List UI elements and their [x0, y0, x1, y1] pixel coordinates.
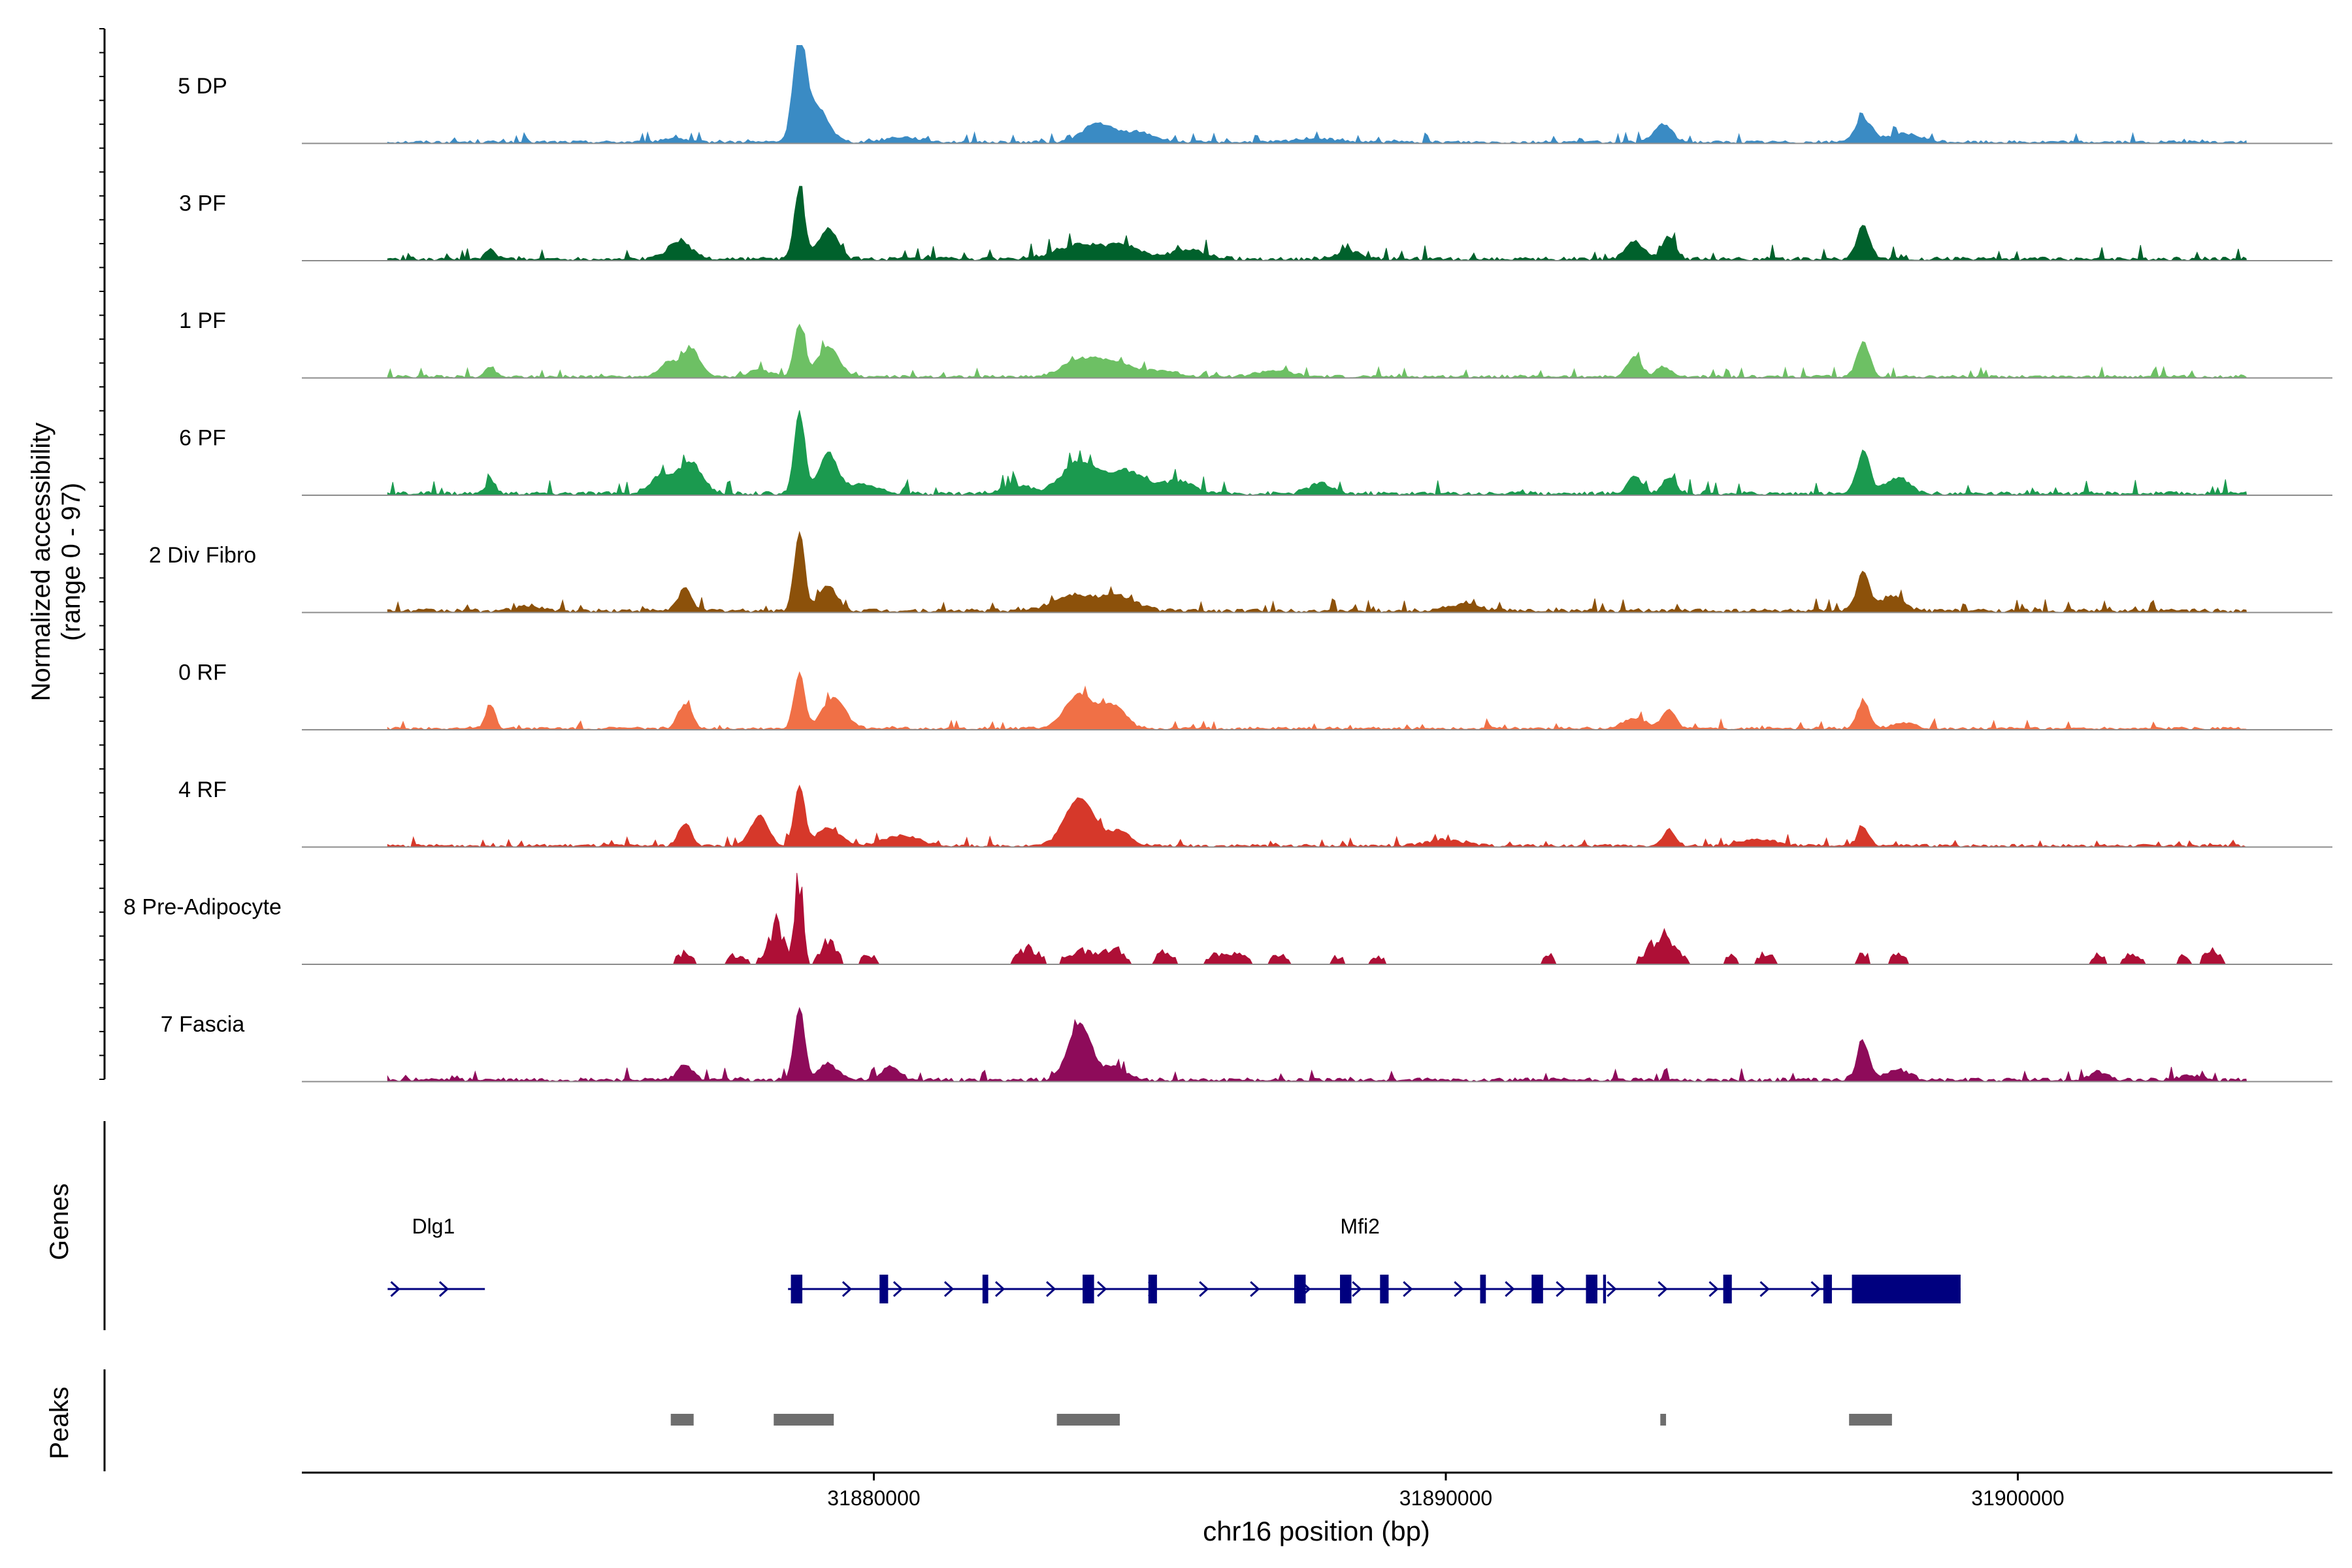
x-axis-label: chr16 position (bp): [1203, 1516, 1430, 1546]
strand-arrow: [1454, 1281, 1464, 1298]
track-label: 3 PF: [179, 191, 226, 216]
track-label: 6 PF: [179, 426, 226, 451]
exon: [1723, 1275, 1732, 1303]
strand-arrow: [1658, 1281, 1668, 1298]
peaks-panel-label: Peaks: [45, 1386, 74, 1459]
gene-mfi2: Mfi2: [788, 1215, 1961, 1303]
x-tick-label: 31880000: [827, 1486, 920, 1510]
track-label: 7 Fascia: [161, 1012, 245, 1037]
exon: [1083, 1275, 1094, 1303]
x-tick-label: 31900000: [1971, 1486, 2064, 1510]
gene-dlg1: Dlg1: [387, 1215, 485, 1298]
x-tick-label: 31890000: [1399, 1486, 1492, 1510]
peak-region: [1849, 1414, 1892, 1426]
track-6-pf: 6 PF: [179, 410, 2332, 496]
strand-arrow: [841, 1281, 853, 1298]
exon: [1586, 1275, 1597, 1303]
coverage-area: [387, 186, 2247, 262]
gene-label: Dlg1: [412, 1215, 455, 1238]
exon: [1294, 1275, 1306, 1303]
track-0-rf: 0 RF: [178, 661, 2332, 730]
strand-arrow: [1759, 1281, 1770, 1298]
track-2-div-fibro: 2 Div Fibro: [149, 531, 2332, 613]
exon: [791, 1275, 803, 1303]
track-8-pre-adipocyte: 8 Pre-Adipocyte: [123, 873, 2332, 965]
track-7-fascia: 7 Fascia: [161, 1007, 2332, 1083]
strand-arrow: [1097, 1281, 1107, 1298]
strand-arrow: [1403, 1281, 1413, 1298]
track-label: 4 RF: [178, 777, 227, 802]
strand-arrow: [1607, 1281, 1617, 1298]
exon: [1531, 1275, 1543, 1303]
coverage-area: [387, 671, 2247, 730]
peak-region: [1660, 1414, 1667, 1426]
coverage-area: [387, 531, 2247, 613]
strand-arrow: [1352, 1281, 1362, 1298]
genes-panel: Dlg1 Mfi2: [103, 1121, 1961, 1330]
strand-arrow: [892, 1281, 904, 1298]
track-label: 2 Div Fibro: [149, 543, 256, 568]
gene-label: Mfi2: [1340, 1215, 1379, 1238]
coverage-area: [387, 1007, 2247, 1083]
track-label: 5 DP: [178, 74, 227, 99]
exon: [879, 1275, 889, 1303]
exon: [1852, 1275, 1961, 1303]
track-label: 0 RF: [178, 661, 227, 685]
strand-arrow: [1250, 1281, 1260, 1298]
exon: [1603, 1275, 1607, 1303]
track-4-rf: 4 RF: [178, 777, 2332, 848]
strand-arrow: [1810, 1281, 1821, 1298]
strand-arrow: [1556, 1281, 1566, 1298]
strand-arrow: [1046, 1281, 1056, 1298]
exon: [1823, 1275, 1832, 1303]
strand-arrow: [438, 1281, 449, 1298]
exon: [1380, 1275, 1389, 1303]
coverage-area: [387, 410, 2247, 496]
coverage-area: [387, 873, 2247, 965]
track-label: 1 PF: [179, 308, 226, 333]
peak-region: [670, 1414, 694, 1426]
strand-arrow: [943, 1281, 955, 1298]
exon: [982, 1275, 988, 1303]
coverage-area: [387, 45, 2247, 144]
strand-arrow: [994, 1281, 1005, 1298]
y-axis-label-line1: Normalized accessibility: [27, 423, 56, 702]
peak-region: [1056, 1414, 1120, 1426]
strand-arrow: [1505, 1281, 1515, 1298]
exon: [1340, 1275, 1352, 1303]
strand-arrow: [1199, 1281, 1209, 1298]
coverage-area: [387, 323, 2247, 379]
peaks-panel: [103, 1369, 1892, 1471]
coverage-area: [387, 784, 2247, 848]
y-axis-label-line2: (range 0 - 97): [57, 483, 86, 641]
track-1-pf: 1 PF: [179, 308, 2332, 379]
track-5-dp: 5 DP: [178, 45, 2332, 144]
exon: [1480, 1275, 1486, 1303]
track-label: 8 Pre-Adipocyte: [123, 895, 282, 920]
strand-arrow: [390, 1281, 400, 1298]
coverage-tracks: 5 DP 3 PF 1 PF 6 PF 2 Div Fibro 0 RF 4 RF 8 Pre…: [99, 28, 2332, 1083]
genes-panel-label: Genes: [45, 1183, 74, 1260]
peak-region: [774, 1414, 834, 1426]
x-axis: 31880000 31890000 31900000: [302, 1471, 2332, 1510]
strand-arrow: [1708, 1281, 1719, 1298]
exon: [1148, 1275, 1157, 1303]
track-3-pf: 3 PF: [179, 186, 2332, 262]
